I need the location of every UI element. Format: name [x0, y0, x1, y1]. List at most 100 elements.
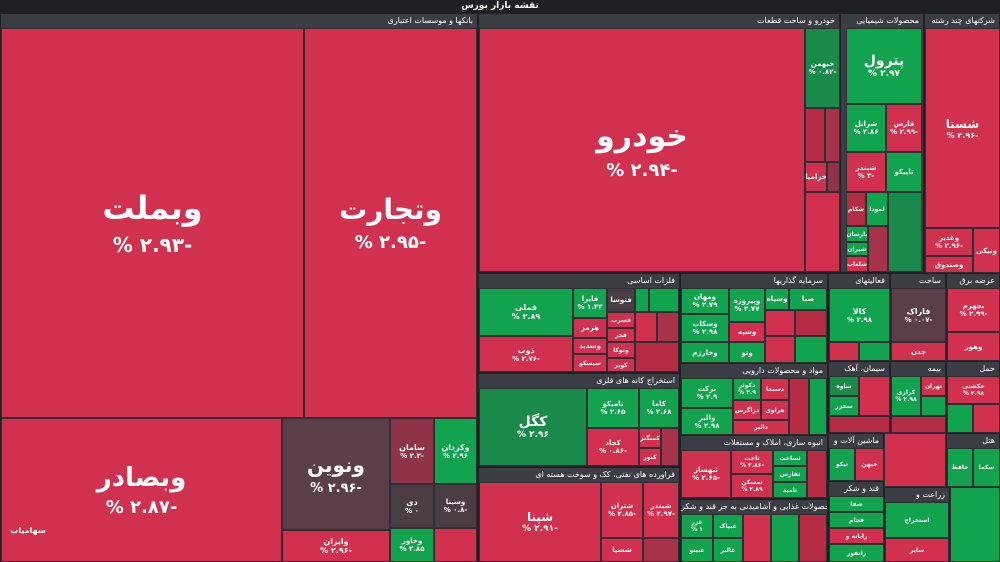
- tile-vtejarat[interactable]: وتجارت -۲.۹۵ %: [304, 28, 477, 418]
- tile-auto-small-4[interactable]: [805, 192, 840, 272]
- tile-kala[interactable]: کالا ۲.۹۸ %: [829, 288, 890, 342]
- tile-kaghar[interactable]: فجام: [829, 512, 884, 528]
- tile-vniki[interactable]: ونیکی: [973, 228, 1000, 273]
- tile-dkosar[interactable]: دکوثر ۲.۹ %: [733, 378, 761, 400]
- tile-ghbina[interactable]: غبینو: [681, 538, 713, 562]
- tile-vbmellat[interactable]: وبملت -۲.۹۳ %: [1, 28, 304, 418]
- tile-metal-s1[interactable]: [635, 288, 649, 312]
- tile-fd-s1[interactable]: [743, 514, 771, 562]
- tile-vpirouzeh[interactable]: وپیروزه ۲.۷۷ %: [729, 288, 765, 322]
- tile-auto-small-2[interactable]: [825, 108, 840, 162]
- tile-metal-s5[interactable]: [635, 342, 679, 372]
- tile-kavir[interactable]: کویر: [607, 358, 635, 372]
- tile-kgol[interactable]: کگل ۲.۹۶ %: [479, 388, 587, 466]
- tile-ph-s1[interactable]: [789, 378, 809, 435]
- tile-knour[interactable]: کنور: [639, 448, 661, 466]
- tile-mix-s1[interactable]: [884, 433, 946, 487]
- tile-farbr[interactable]: فسرب: [607, 312, 635, 328]
- tile-paksan[interactable]: پارسان: [846, 226, 868, 242]
- tile-khbahman[interactable]: خبهمن -۰.۸۲ %: [805, 28, 840, 108]
- tile-chadan[interactable]: چدن: [891, 342, 946, 361]
- tile-shafa[interactable]: شفا: [829, 496, 884, 512]
- tile-dalbar[interactable]: دالبر: [733, 420, 789, 435]
- tile-fd-s2[interactable]: [771, 514, 799, 562]
- tile-tamisco[interactable]: تامیکو ۲.۶۵ %: [587, 388, 639, 428]
- tile-farak[interactable]: فاراک -۰.۰۷ %: [891, 288, 946, 342]
- tile-tehran[interactable]: تهران: [921, 376, 946, 396]
- tile-sakhdar[interactable]: سکما: [973, 448, 1000, 487]
- tile-sair[interactable]: سایر: [885, 538, 949, 562]
- tile-inv-s4[interactable]: [795, 336, 827, 363]
- tile-daravi[interactable]: هراوی: [761, 400, 789, 420]
- tile-viran[interactable]: وایران -۲.۹۶ %: [282, 530, 390, 562]
- tile-vghadir[interactable]: وغدیر -۲.۹۶ %: [925, 228, 973, 256]
- tile-sisco[interactable]: سیسکو: [573, 354, 607, 372]
- tile-ssakht[interactable]: ثساخت: [773, 450, 807, 466]
- tile-tr-s2[interactable]: [973, 404, 1000, 433]
- tile-act-s2[interactable]: [859, 342, 890, 361]
- tile-lamoda[interactable]: لمودا: [866, 192, 888, 226]
- tile-cem-s2[interactable]: [829, 416, 890, 433]
- tile-ph-s2[interactable]: [809, 378, 827, 435]
- tile-vsepah[interactable]: وسپاه: [765, 288, 789, 310]
- tile-oil-s1[interactable]: [643, 538, 679, 562]
- tile-vkharaz[interactable]: استخراج: [885, 502, 949, 538]
- tile-cem-s1[interactable]: [859, 376, 890, 416]
- tile-tamid[interactable]: ثامید: [773, 482, 807, 498]
- tile-chem-small-2[interactable]: [868, 226, 888, 272]
- tile-shasta[interactable]: شستا -۲.۹۶ %: [925, 28, 1000, 228]
- tile-shalab[interactable]: شلعاب: [846, 256, 868, 272]
- tile-vsedid[interactable]: وسدید: [573, 338, 607, 354]
- tile-shepna[interactable]: شپنا -۲.۹۱ %: [479, 482, 601, 562]
- tile-inv-s1[interactable]: [765, 310, 795, 336]
- tile-fotusa[interactable]: فتوسا: [607, 288, 635, 312]
- tile-vsandogh[interactable]: وصندوق: [925, 256, 973, 273]
- brand-logo[interactable]: سهامیاب: [8, 510, 48, 550]
- tile-metal-s3[interactable]: [635, 312, 657, 342]
- tile-khzamia[interactable]: خزامیا: [805, 162, 827, 192]
- tile-mine-s1[interactable]: [661, 428, 679, 466]
- tile-voto[interactable]: ونوکا: [607, 342, 635, 358]
- tile-vkharazm[interactable]: وخارزم: [681, 342, 729, 363]
- tile-shekam[interactable]: شکام: [846, 192, 866, 226]
- tile-ghfars[interactable]: غالبر: [713, 538, 743, 562]
- tile-bank-small-1[interactable]: [434, 528, 477, 562]
- tile-vkardan[interactable]: وکردان ۲.۹۶ %: [434, 418, 477, 484]
- tile-kjad[interactable]: کجاد -۰.۸۶ %: [587, 428, 639, 466]
- tile-ghbpak[interactable]: غبپاک: [713, 514, 743, 538]
- tile-metal-s2[interactable]: [649, 288, 679, 312]
- tile-sakht[interactable]: ثاخت -۲.۸۶ %: [731, 450, 773, 474]
- tile-metal-s4[interactable]: [657, 312, 679, 342]
- tile-zob[interactable]: ذوب -۲.۷۶ %: [479, 336, 573, 372]
- tile-vtose[interactable]: وتو: [729, 342, 765, 363]
- tile-auto-small-1[interactable]: [805, 108, 825, 162]
- tile-shiran[interactable]: شیران: [846, 242, 868, 256]
- tile-rayanit[interactable]: رایانه و: [829, 528, 884, 544]
- tile-inv-s2[interactable]: [795, 310, 827, 336]
- tile-fajr[interactable]: فایرا ۱.۴۳ %: [573, 288, 607, 318]
- tile-kama[interactable]: کاما ۲.۶۸ %: [639, 388, 679, 428]
- tile-fajrr[interactable]: فجر: [607, 328, 635, 342]
- tile-tmaskan[interactable]: ثمسکن ۲.۸۹ %: [731, 474, 773, 498]
- tile-shtran[interactable]: شتران -۲.۸۵ %: [601, 482, 643, 538]
- tile-dsobha[interactable]: دسبحا: [761, 378, 789, 400]
- tile-vsina[interactable]: وسینا -۰.۸ %: [434, 484, 477, 528]
- tile-vkhor[interactable]: وهور: [947, 332, 1000, 361]
- tile-auto-small-3[interactable]: [827, 162, 840, 192]
- tile-act-s1[interactable]: [829, 342, 859, 361]
- tile-khbhn[interactable]: خبهن: [855, 448, 884, 481]
- tile-hakashti[interactable]: حکشتی ۲.۹۸ %: [947, 376, 1000, 404]
- tile-vasia[interactable]: وسپه: [729, 322, 765, 342]
- tile-fars[interactable]: فارس -۲.۹۹ %: [886, 104, 922, 152]
- tile-ins-s1[interactable]: [921, 396, 946, 416]
- tile-vmehan[interactable]: ومهان ۲.۷۹ %: [681, 288, 729, 314]
- tile-shbndr[interactable]: شبندر -۲.۹۷ %: [643, 482, 679, 538]
- tile-vkhavar[interactable]: وخاور ۲.۸۵ %: [390, 528, 434, 562]
- tile-petrol[interactable]: پترول ۲.۹۷ %: [846, 28, 922, 104]
- tile-tfars[interactable]: ثفارس: [773, 466, 807, 482]
- tile-ms-s1[interactable]: [807, 450, 827, 498]
- tile-fd-s3[interactable]: [799, 514, 827, 562]
- tile-shrani[interactable]: شرانل ۲.۸۶ %: [846, 104, 886, 152]
- tile-raghafe[interactable]: رانفور: [829, 544, 884, 562]
- tile-tikco[interactable]: تیکو: [829, 448, 855, 481]
